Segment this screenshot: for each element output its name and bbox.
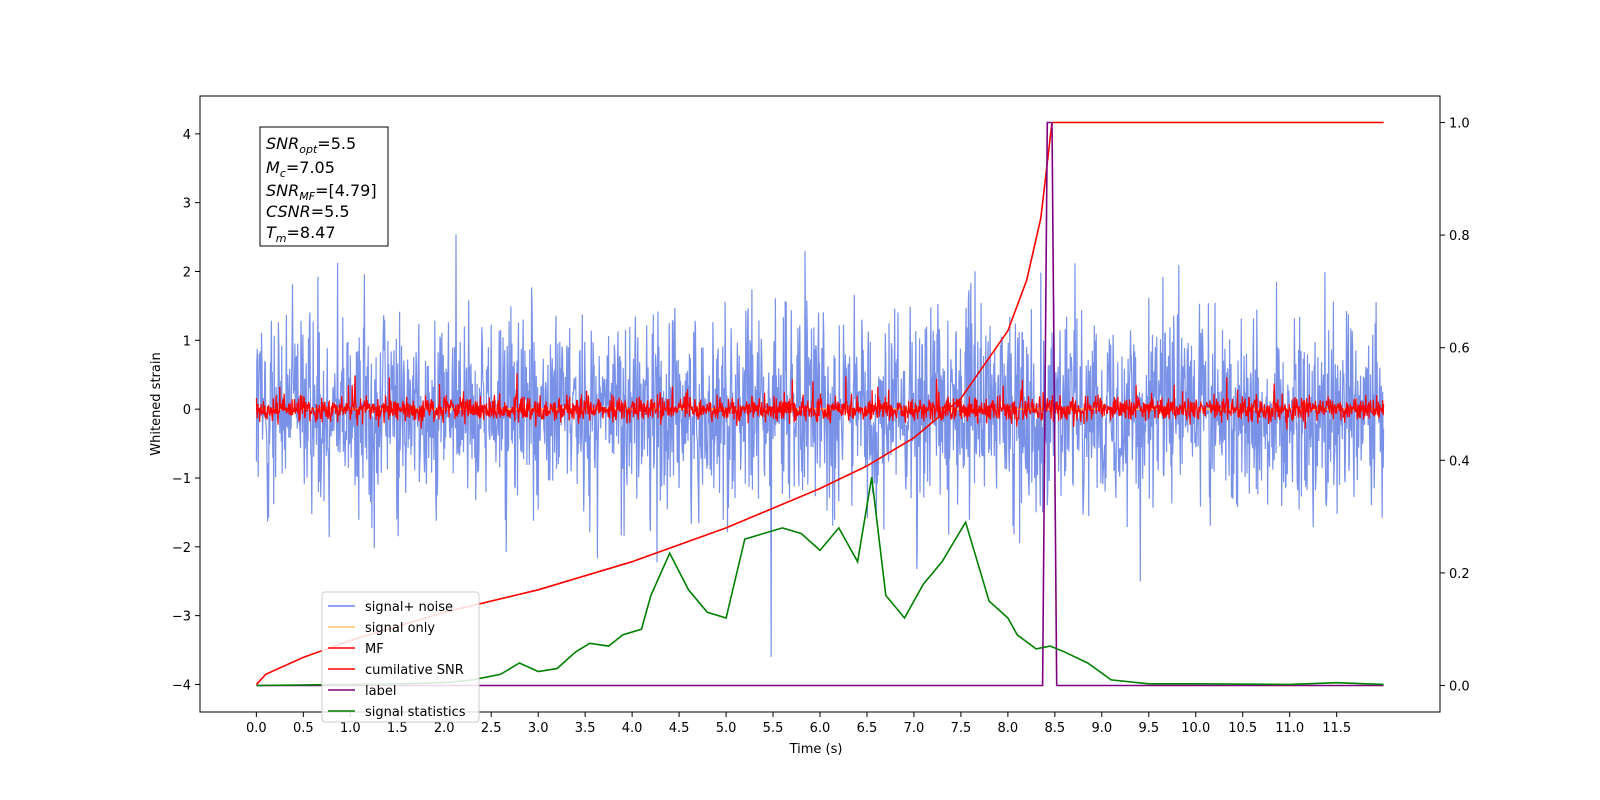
x-tick-label: 8.5 xyxy=(1045,721,1066,736)
info-tm-subscript: m xyxy=(276,232,287,245)
x-tick-label: 11.0 xyxy=(1275,721,1304,736)
y-left-tick-label: 0 xyxy=(183,403,191,418)
info-mc-symbol: M xyxy=(266,158,280,177)
x-tick-label: 7.5 xyxy=(951,721,972,736)
y-axis-right-ticks: 1.0 0.8 0.6 0.4 0.2 0.0 xyxy=(1440,116,1470,695)
legend: signal+ noise signal only MF cumilative SNR… xyxy=(321,591,480,723)
x-tick-label: 5.0 xyxy=(716,721,737,736)
x-tick-label: 4.0 xyxy=(622,721,643,736)
info-tm-symbol: T xyxy=(266,223,277,242)
series-line-signal-statistics xyxy=(256,477,1384,687)
info-csnr: CSNR=5.5 xyxy=(266,202,350,221)
info-mc: Mc=7.05 xyxy=(266,158,335,180)
info-snr-opt-symbol: SNR xyxy=(266,134,299,153)
x-tick-label: 2.0 xyxy=(434,721,455,736)
x-tick-label: 9.0 xyxy=(1091,721,1112,736)
x-tick-label: 3.5 xyxy=(575,721,596,736)
legend-label: cumilative SNR xyxy=(365,663,464,678)
x-tick-label: 5.5 xyxy=(763,721,784,736)
x-tick-label: 0.0 xyxy=(246,721,267,736)
series-line-signal-noise xyxy=(255,234,1385,657)
x-tick-label: 6.5 xyxy=(857,721,878,736)
x-tick-label: 1.5 xyxy=(387,721,408,736)
x-tick-label: 11.5 xyxy=(1322,721,1351,736)
info-mc-value: =7.05 xyxy=(286,158,335,177)
legend-label: label xyxy=(365,684,396,699)
x-tick-label: 2.5 xyxy=(481,721,502,736)
x-tick-label: 1.0 xyxy=(340,721,361,736)
info-snr-mf-symbol: SNR xyxy=(266,181,299,200)
y-left-tick-label: 2 xyxy=(183,266,191,281)
y-left-tick-label: −2 xyxy=(172,541,191,556)
info-tm-value: =8.47 xyxy=(287,223,336,242)
legend-label: signal statistics xyxy=(365,705,466,720)
x-axis-ticks: 0.0 0.5 1.0 1.5 2.0 2.5 3.0 3.5 4.0 4.5 5.0 5.5 6.0 6… xyxy=(246,712,1351,736)
info-csnr-symbol: CSNR xyxy=(266,202,311,221)
y-left-tick-label: 1 xyxy=(183,334,191,349)
x-tick-label: 10.0 xyxy=(1181,721,1210,736)
y-axis-left-ticks: 4 3 2 1 0 −1 −2 −3 −4 xyxy=(172,128,200,693)
info-tm: Tm=8.47 xyxy=(266,223,336,245)
series-line-mf xyxy=(255,373,1385,430)
info-box: SNRopt=5.5 Mc=7.05 SNRMF=[4.79] CSNR=5.5… xyxy=(259,126,389,247)
y-left-tick-label: −3 xyxy=(172,610,191,625)
info-snr-opt: SNRopt=5.5 xyxy=(266,134,356,156)
info-snr-mf-subscript: MF xyxy=(299,190,315,203)
info-snr-opt-value: =5.5 xyxy=(317,134,356,153)
info-csnr-value: =5.5 xyxy=(311,202,350,221)
y-left-tick-label: 4 xyxy=(183,128,191,143)
x-axis-label: Time (s) xyxy=(789,742,843,757)
y-left-tick-label: −1 xyxy=(172,472,191,487)
info-box-frame xyxy=(259,126,389,247)
x-tick-label: 4.5 xyxy=(669,721,690,736)
legend-label: signal+ noise xyxy=(365,600,453,615)
y-axis-label: Whitened strain xyxy=(149,352,164,455)
y-right-tick-label: 1.0 xyxy=(1449,116,1470,131)
legend-frame xyxy=(321,591,480,723)
legend-label: MF xyxy=(365,642,384,657)
series-line-label xyxy=(256,121,1384,687)
x-tick-label: 3.0 xyxy=(528,721,549,736)
info-snr-mf-value: =[4.79] xyxy=(315,181,377,200)
y-right-tick-label: 0.4 xyxy=(1449,454,1470,469)
x-tick-label: 6.0 xyxy=(810,721,831,736)
y-right-tick-label: 0.0 xyxy=(1449,680,1470,695)
y-left-tick-label: 3 xyxy=(183,197,191,212)
y-right-tick-label: 0.2 xyxy=(1449,567,1470,582)
y-left-tick-label: −4 xyxy=(172,678,191,693)
x-tick-label: 10.5 xyxy=(1228,721,1257,736)
x-tick-label: 9.5 xyxy=(1138,721,1159,736)
x-tick-label: 8.0 xyxy=(998,721,1019,736)
x-tick-label: 0.5 xyxy=(293,721,314,736)
x-tick-label: 7.0 xyxy=(904,721,925,736)
y-right-tick-label: 0.8 xyxy=(1449,229,1470,244)
info-snr-opt-subscript: opt xyxy=(299,143,318,156)
info-snr-mf: SNRMF=[4.79] xyxy=(266,181,377,203)
info-mc-subscript: c xyxy=(280,167,286,180)
y-right-tick-label: 0.6 xyxy=(1449,342,1470,357)
legend-label: signal only xyxy=(365,621,435,636)
